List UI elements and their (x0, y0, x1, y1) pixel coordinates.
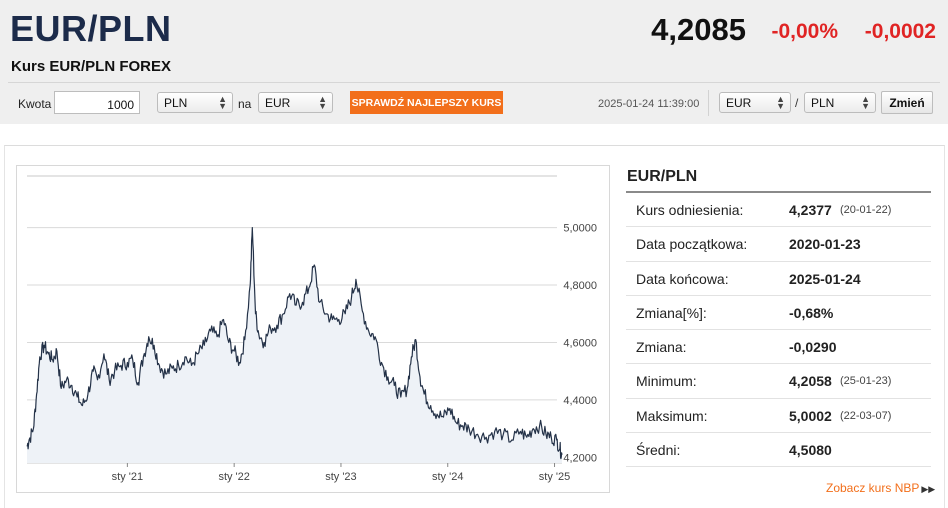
x-tick-label: sty '25 (539, 471, 570, 483)
pair-title: EUR/PLN (10, 8, 172, 49)
stats-label: Data początkowa: (636, 236, 748, 253)
y-tick-label: 4,8000 (563, 280, 597, 292)
stats-value: -0,0290 (789, 339, 837, 356)
nbp-link-label: Zobacz kurs NBP (826, 481, 920, 495)
amount-input[interactable] (54, 91, 140, 114)
x-tick-label: sty '22 (218, 471, 249, 483)
to-label: na (238, 97, 252, 111)
stats-row: Data końcowa: 2025-01-24 (626, 262, 931, 296)
change-pair-button[interactable]: Zmień (881, 91, 933, 114)
toolbar-divider (708, 90, 709, 116)
x-tick-label: sty '21 (112, 471, 143, 483)
stats-label: Maksimum: (636, 407, 708, 424)
y-tick-label: 4,4000 (563, 395, 597, 407)
double-chevron-right-icon: ▶▶ (921, 484, 936, 494)
from-currency-select[interactable]: PLN ▲ ▼ (157, 92, 233, 113)
stats-row: Kurs odniesienia: 4,2377 (20-01-22) (626, 193, 931, 228)
stats-value: 2025-01-24 (789, 270, 861, 287)
stats-value: 4,5080 (789, 442, 832, 459)
current-rate: 4,2085 (651, 12, 746, 47)
stats-label: Zmiana: (636, 339, 687, 356)
series-area (27, 227, 562, 463)
base-currency-select[interactable]: EUR ▲ ▼ (719, 92, 791, 113)
quote-timestamp: 2025-01-24 11:39:00 (598, 98, 700, 110)
stats-date: (25-01-23) (840, 375, 892, 388)
stats-value: -0,68% (789, 304, 834, 321)
stats-row: Data początkowa: 2020-01-23 (626, 227, 931, 262)
y-tick-label: 5,0000 (563, 223, 597, 235)
change-percent: -0,00% (771, 20, 838, 43)
stats-label: Data końcowa: (636, 270, 729, 287)
stats-row: Średni: 4,5080 (626, 433, 931, 468)
stats-date: (20-01-22) (840, 204, 892, 216)
stats-table: Kurs odniesienia: 4,2377 (20-01-22) Data po… (626, 193, 931, 468)
stats-value: 2020-01-23 (789, 236, 861, 253)
quote-currency-select[interactable]: PLN ▲ ▼ (804, 92, 876, 113)
series-line (26, 227, 563, 460)
select-arrows-icon: ▲ ▼ (218, 94, 227, 111)
price-chart[interactable]: 5,0000 4,8000 4,6000 4,4000 4,2000 sty '21 sty… (16, 165, 610, 493)
stats-value: 5,0002 (789, 407, 832, 424)
pair-separator: / (795, 96, 799, 110)
stats-date: (22-03-07) (840, 409, 892, 422)
select-arrows-icon: ▲ ▼ (861, 94, 870, 111)
x-tick-label: sty '23 (325, 471, 356, 483)
y-tick-label: 4,6000 (563, 337, 597, 349)
stats-label: Zmiana[%]: (636, 304, 707, 321)
stats-value: 4,2058 (789, 373, 832, 390)
quote-currency-value: PLN (811, 96, 835, 110)
change-absolute: -0,0002 (864, 20, 936, 43)
stats-label: Średni: (636, 442, 681, 459)
stats-value: 4,2377 (789, 202, 832, 218)
quote-header: EUR/PLN 4,2085 -0,00% -0,0002 Kurs EUR/P… (0, 0, 948, 124)
to-currency-value: EUR (265, 96, 291, 110)
select-arrows-icon: ▲ ▼ (318, 94, 327, 111)
to-currency-select[interactable]: EUR ▲ ▼ (258, 92, 333, 113)
stats-row: Minimum: 4,2058 (25-01-23) (626, 364, 931, 399)
nbp-rate-link[interactable]: Zobacz kurs NBP ▶▶ (826, 481, 935, 495)
stats-panel: EUR/PLN Kurs odniesienia: 4,2377 (20-01-22… (626, 163, 931, 468)
stats-title: EUR/PLN (626, 163, 931, 193)
chart-canvas: 5,0000 4,8000 4,6000 4,4000 4,2000 sty '21 sty… (26, 175, 597, 483)
page-subtitle: Kurs EUR/PLN FOREX (11, 58, 172, 75)
select-arrows-icon: ▲ ▼ (776, 94, 785, 111)
stats-row: Maksimum: 5,0002 (22-03-07) (626, 399, 931, 434)
amount-label: Kwota (18, 97, 52, 111)
stats-label: Kurs odniesienia: (636, 202, 744, 218)
content-area (4, 145, 945, 508)
converter-toolbar: Kwota PLN ▲▼ na EUR ▲▼ SPRAWDŹ NAJLEPSZY… (0, 90, 948, 118)
from-currency-value: PLN (164, 96, 188, 110)
y-tick-label: 4,2000 (563, 452, 597, 464)
header-divider (8, 82, 940, 83)
best-rate-button[interactable]: SPRAWDŹ NAJLEPSZY KURS (350, 91, 503, 114)
stats-row: Zmiana[%]: -0,68% (626, 296, 931, 331)
base-currency-value: EUR (726, 96, 752, 110)
x-tick-label: sty '24 (432, 471, 463, 483)
stats-label: Minimum: (636, 373, 697, 390)
stats-row: Zmiana: -0,0290 (626, 330, 931, 365)
